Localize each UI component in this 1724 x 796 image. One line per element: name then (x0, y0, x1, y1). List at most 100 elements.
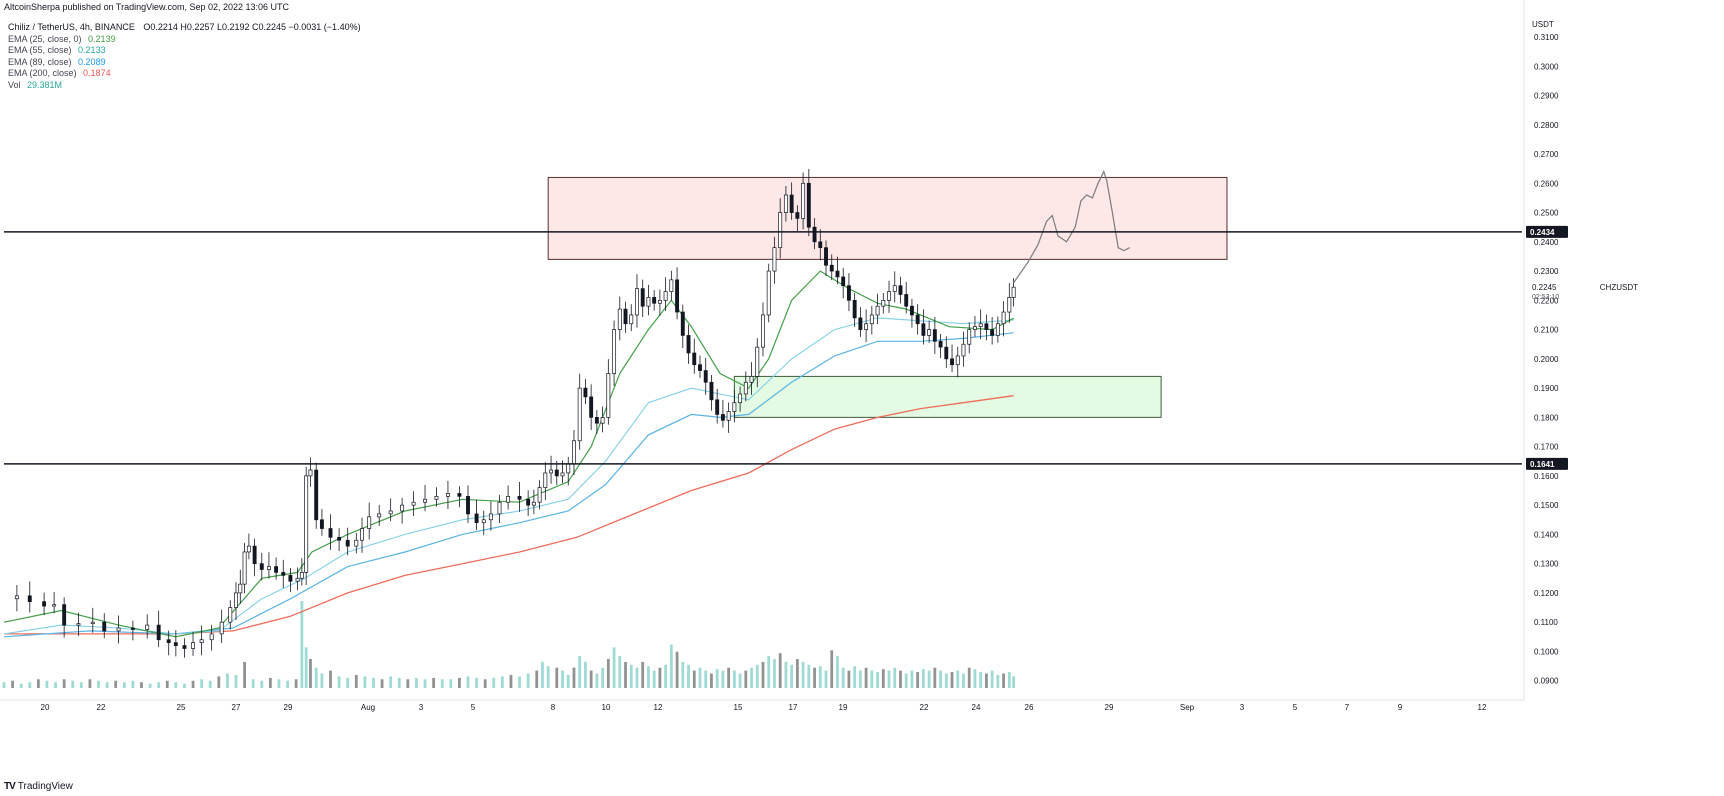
volume-bar (105, 682, 109, 688)
candle-body (606, 373, 611, 418)
candle-body (904, 294, 909, 307)
candle-body (703, 370, 708, 383)
volume-bar (767, 656, 771, 688)
volume-bar (561, 670, 564, 688)
candle-body (738, 393, 743, 404)
candle-body (841, 276, 846, 287)
x-tick-label: 29 (1105, 703, 1114, 712)
volume-bar (629, 664, 633, 688)
volume-bar (990, 670, 994, 688)
volume-bar (566, 674, 570, 688)
volume-bar (122, 682, 126, 688)
candle-body (274, 566, 279, 573)
volume-bar (612, 647, 616, 688)
candle-body (173, 642, 178, 646)
y-tick-label: 0.2100 (1534, 326, 1559, 335)
tradingview-logo-icon: TV (4, 781, 16, 792)
candle-body (657, 299, 662, 304)
candle-body (14, 595, 19, 600)
volume-bar (363, 676, 367, 688)
candle-body (783, 194, 788, 213)
volume-bar (243, 661, 246, 688)
volume-bar (54, 682, 57, 688)
indicator-ema25[interactable]: EMA (25, close, 0) 0.2139 (8, 34, 361, 46)
indicator-value: 0.2133 (78, 45, 106, 55)
candle-body (1011, 286, 1016, 298)
x-tick-label: 12 (1478, 703, 1487, 712)
volume-bar (466, 676, 470, 688)
volume-bar (509, 674, 513, 688)
volume-bar (921, 669, 925, 688)
volume-bar (939, 670, 942, 688)
volume-bar (950, 672, 954, 688)
volume-bar (226, 673, 229, 688)
candle-body (572, 440, 576, 465)
candle-body (680, 311, 685, 336)
candle-body (531, 501, 536, 506)
volume-bar (555, 667, 559, 688)
candle-body (288, 575, 293, 582)
candle-body (554, 469, 559, 477)
volume-bar (492, 677, 496, 688)
candle-body (27, 595, 32, 603)
candle-body (950, 358, 954, 366)
candle-body (145, 624, 150, 630)
candle-body (955, 355, 960, 366)
x-tick-label: 29 (284, 703, 293, 712)
indicator-value: 0.2139 (88, 33, 116, 44)
indicator-volume[interactable]: Vol 29.381M (8, 80, 361, 92)
resistance-zone (547, 176, 1228, 260)
volume-bar (589, 670, 593, 688)
support-zone (733, 375, 1162, 418)
candle-body (182, 645, 187, 649)
x-tick-label: 8 (551, 703, 556, 712)
candle-body (961, 343, 966, 357)
volume-bar (618, 656, 622, 688)
volume-bar (329, 670, 332, 688)
candle-body (367, 516, 372, 529)
indicator-ema89[interactable]: EMA (89, close) 0.2089 (8, 57, 361, 69)
volume-bar (183, 683, 186, 688)
volume-bar (853, 666, 857, 688)
x-tick-label: Sep (1180, 703, 1195, 712)
volume-bar (71, 680, 75, 688)
volume-bar (795, 659, 799, 688)
volume-bar (755, 664, 759, 688)
volume-bar (423, 679, 427, 688)
indicator-ema200[interactable]: EMA (200, close) 0.1874 (8, 68, 361, 80)
indicator-ema55[interactable]: EMA (55, close) 0.2133 (8, 45, 361, 57)
volume-bar (572, 667, 576, 688)
candle-body (156, 624, 161, 641)
y-tick-label: 0.2200 (1534, 296, 1559, 305)
x-tick-label: 22 (920, 703, 929, 712)
indicator-label: EMA (55, close) (8, 45, 72, 55)
volume-bar (79, 682, 83, 688)
symbol-label[interactable]: Chiliz / TetherUS, 4h, BINANCE (8, 22, 135, 32)
volume-bar (652, 670, 656, 688)
volume-bar (440, 679, 444, 688)
price-level-badge (1526, 225, 1568, 238)
volume-bar (518, 676, 521, 688)
candle-body (295, 577, 300, 582)
candle-body (130, 627, 135, 630)
volume-bar (114, 680, 118, 688)
price-layer (14, 168, 1130, 658)
x-tick-label: 17 (789, 703, 798, 712)
volume-bar (773, 659, 776, 688)
price-level-badge (1526, 457, 1568, 470)
candle-body (932, 329, 937, 342)
volume-bar (1007, 672, 1011, 688)
volume-bar (830, 650, 834, 688)
volume-bar (893, 667, 897, 688)
horizontal-lines-layer: 0.2434 0.1641 (4, 225, 1568, 470)
candle-body (984, 323, 989, 330)
volume-bar (887, 670, 891, 688)
candle-body (623, 308, 628, 325)
volume-bar (692, 670, 696, 688)
volume-bar (251, 679, 255, 688)
volume-bar (784, 661, 788, 688)
candle-body (869, 314, 874, 325)
candle-body (600, 417, 605, 424)
currency-label: USDT (1532, 20, 1554, 29)
